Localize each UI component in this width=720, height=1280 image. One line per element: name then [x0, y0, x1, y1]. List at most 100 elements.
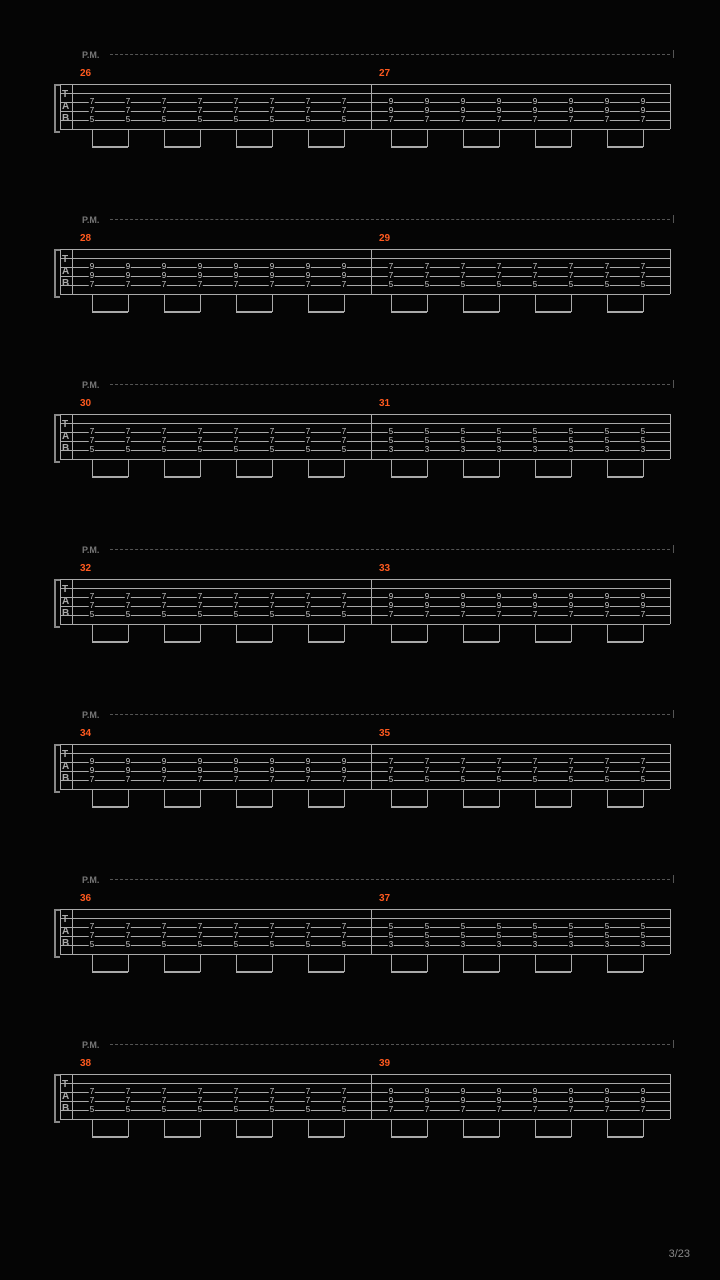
fret-number: 7 [89, 602, 95, 610]
tab-clef-letter: A [62, 1092, 69, 1101]
note-stem [499, 624, 500, 642]
note-stem [571, 129, 572, 147]
fret-number: 7 [269, 932, 275, 940]
note-stem [643, 1119, 644, 1137]
fret-number: 5 [305, 611, 311, 619]
fret-number: 7 [161, 1088, 167, 1096]
tab-clef-letter: T [62, 585, 68, 594]
fret-number: 7 [233, 1088, 239, 1096]
fret-number: 3 [640, 941, 646, 949]
fret-number: 9 [640, 107, 646, 115]
fret-number: 7 [341, 428, 347, 436]
fret-number: 7 [568, 272, 574, 280]
fret-number: 5 [496, 281, 502, 289]
fret-number: 7 [197, 1088, 203, 1096]
fret-number: 7 [388, 272, 394, 280]
fret-number: 9 [640, 98, 646, 106]
fret-number: 9 [269, 758, 275, 766]
fret-number: 7 [388, 611, 394, 619]
note-stem [463, 624, 464, 642]
fret-number: 7 [460, 1106, 466, 1114]
note-beam [92, 311, 128, 313]
fret-number: 7 [341, 1097, 347, 1105]
fret-number: 7 [341, 98, 347, 106]
note-stem [499, 294, 500, 312]
note-beam [308, 311, 344, 313]
note-stem [92, 624, 93, 642]
note-stem [463, 954, 464, 972]
fret-number: 7 [125, 98, 131, 106]
fret-number: 9 [89, 758, 95, 766]
fret-number: 7 [604, 272, 610, 280]
note-stem [308, 624, 309, 642]
fret-number: 9 [640, 1097, 646, 1105]
fret-number: 5 [161, 1106, 167, 1114]
fret-number: 7 [604, 767, 610, 775]
palm-mute-label: P.M. [82, 710, 99, 720]
fret-number: 7 [640, 758, 646, 766]
note-stem [499, 459, 500, 477]
fret-number: 9 [496, 1097, 502, 1105]
fret-number: 7 [604, 116, 610, 124]
fret-number: 5 [532, 932, 538, 940]
tab-clef-letter: T [62, 750, 68, 759]
fret-number: 7 [388, 758, 394, 766]
tab-clef-letter: A [62, 762, 69, 771]
fret-number: 7 [424, 767, 430, 775]
note-stem [607, 954, 608, 972]
fret-number: 3 [424, 446, 430, 454]
fret-number: 7 [305, 602, 311, 610]
measure-number: 28 [80, 233, 91, 244]
fret-number: 7 [125, 437, 131, 445]
fret-number: 7 [269, 1088, 275, 1096]
note-stem [391, 954, 392, 972]
note-stem [535, 954, 536, 972]
fret-number: 9 [604, 1097, 610, 1105]
fret-number: 5 [341, 116, 347, 124]
palm-mute-label: P.M. [82, 545, 99, 555]
fret-number: 9 [568, 602, 574, 610]
fret-number: 7 [197, 428, 203, 436]
fret-number: 5 [604, 923, 610, 931]
note-beam [92, 641, 128, 643]
fret-number: 7 [424, 758, 430, 766]
note-stem [535, 129, 536, 147]
note-stem [499, 789, 500, 807]
note-stem [535, 294, 536, 312]
note-beam [308, 1136, 344, 1138]
note-stem [427, 954, 428, 972]
note-beam [607, 1136, 643, 1138]
fret-number: 7 [125, 107, 131, 115]
fret-number: 9 [496, 593, 502, 601]
fret-number: 7 [89, 923, 95, 931]
note-stem [272, 459, 273, 477]
fret-number: 9 [568, 107, 574, 115]
fret-number: 7 [161, 98, 167, 106]
fret-number: 7 [125, 776, 131, 784]
fret-number: 7 [269, 107, 275, 115]
note-stem [391, 294, 392, 312]
fret-number: 7 [424, 263, 430, 271]
fret-number: 7 [305, 428, 311, 436]
fret-number: 9 [568, 593, 574, 601]
note-beam [463, 971, 499, 973]
fret-number: 5 [460, 776, 466, 784]
note-stem [427, 789, 428, 807]
fret-number: 7 [640, 263, 646, 271]
note-stem [535, 1119, 536, 1137]
note-stem [164, 624, 165, 642]
tab-staff: TAB7757757757757757757757759979979979979… [60, 579, 670, 624]
fret-number: 7 [305, 281, 311, 289]
fret-number: 7 [460, 272, 466, 280]
measure-number: 29 [379, 233, 390, 244]
fret-number: 7 [161, 923, 167, 931]
fret-number: 7 [532, 1106, 538, 1114]
note-stem [92, 789, 93, 807]
note-stem [128, 954, 129, 972]
fret-number: 9 [532, 98, 538, 106]
fret-number: 7 [125, 428, 131, 436]
note-beam [164, 1136, 200, 1138]
fret-number: 7 [233, 107, 239, 115]
fret-number: 5 [269, 446, 275, 454]
note-beam [391, 641, 427, 643]
